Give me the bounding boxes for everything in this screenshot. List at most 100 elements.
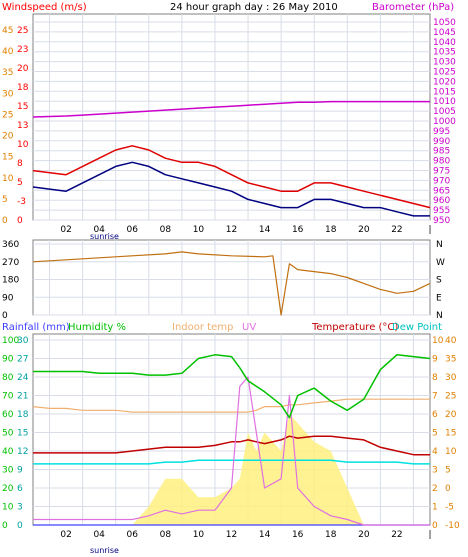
x-tick-label: 22: [391, 225, 402, 235]
uv-label: UV: [242, 322, 256, 333]
humidity-tick: 40: [2, 447, 14, 457]
barometer-tick: 1045: [433, 28, 456, 38]
direction-tick: 90: [2, 293, 14, 303]
humidity-tick: 100: [2, 336, 19, 346]
uv-tick: 2: [432, 484, 438, 494]
direction-tick: 0: [2, 311, 8, 321]
x-tick-label: 14: [259, 530, 271, 540]
x-tick-label: 12: [226, 530, 237, 540]
rain-tick: 27: [17, 355, 28, 365]
windspeed-line: [32, 161, 430, 217]
rain-tick: 30: [17, 336, 29, 346]
x-tick-label: 08: [160, 530, 172, 540]
barometer-label: Barometer (hPa): [372, 2, 454, 13]
wind-tick-inner: 5: [17, 178, 23, 188]
barometer-tick: 1030: [433, 58, 456, 68]
sunrise-label-bottom: sunrise: [90, 546, 119, 555]
humidity-label: Humidity %: [68, 322, 126, 333]
rain-tick: 12: [17, 447, 28, 457]
x-tick-label: 20: [358, 530, 370, 540]
wind-tick-inner: 13: [17, 121, 28, 131]
compass-tick: W: [436, 258, 445, 268]
windspeed-label: Windspeed (m/s): [2, 2, 87, 13]
barometer-line: [32, 100, 430, 118]
uv-tick: 3: [432, 466, 438, 476]
humidity-tick: 20: [2, 484, 14, 494]
temp-tick: 15: [445, 429, 456, 439]
x-tick-label: 12: [226, 225, 237, 235]
direction-tick: 180: [2, 276, 19, 286]
x-tick-label: 06: [127, 225, 139, 235]
rain-tick: 15: [17, 429, 28, 439]
x-tick-label: 14: [259, 225, 271, 235]
uv-tick: 8: [432, 373, 438, 383]
x-tick-label: |: [428, 530, 431, 540]
x-tick-label: 18: [325, 530, 337, 540]
humidity-tick: 60: [2, 410, 14, 420]
temp-tick: 40: [445, 336, 457, 346]
wind-tick-inner: 0: [17, 216, 23, 226]
wind-tick-inner: 15: [17, 102, 28, 112]
barometer-tick: 1000: [433, 117, 456, 127]
humidity-tick: 10: [2, 503, 14, 513]
temp-tick: 20: [445, 410, 457, 420]
temp-tick: 30: [445, 373, 457, 383]
compass-tick: S: [436, 276, 442, 286]
uv-tick: 4: [432, 447, 438, 457]
series-lines: [32, 100, 431, 526]
wind-tick-outer: 30: [2, 89, 14, 99]
uv-tick: 5: [432, 429, 438, 439]
wind-tick-inner: 23: [17, 45, 28, 55]
sunrise-label-top: sunrise: [90, 232, 119, 241]
wind-tick-inner: 25: [17, 26, 28, 36]
temp-tick: 10: [445, 447, 457, 457]
uv-tick: 1: [432, 503, 438, 513]
humidity-tick: 50: [2, 429, 14, 439]
x-tick-label: 02: [60, 225, 71, 235]
rain-tick: 3: [17, 503, 23, 513]
rain-tick: 9: [17, 466, 23, 476]
x-tick-label: 18: [325, 225, 337, 235]
uv-tick: 0: [432, 521, 438, 531]
dewpoint-line: [33, 459, 430, 465]
uv-tick: 6: [432, 410, 438, 420]
barometer-tick: 995: [433, 127, 450, 137]
rain-tick: 6: [17, 484, 23, 494]
wind-tick-outer: 25: [2, 110, 13, 120]
barometer-tick: 970: [433, 176, 450, 186]
gust-line: [32, 145, 431, 209]
rain-tick: 0: [17, 521, 23, 531]
x-tick-label: 04: [93, 530, 105, 540]
x-tick-label: 04: [93, 225, 105, 235]
x-tick-label: 10: [193, 225, 205, 235]
tick-labels: 02 04 06 08 10 12 14 16 18 20 22 |02 04 06 08 10 12 14 16 1…: [2, 18, 460, 540]
wind-tick-outer: 0: [2, 216, 8, 226]
barometer-tick: 1025: [433, 68, 456, 78]
barometer-tick: 1035: [433, 48, 456, 58]
dewpoint-label: Dew Point: [392, 322, 442, 333]
wind-tick-inner: 8: [17, 159, 23, 169]
wind-tick-inner: -3: [17, 197, 26, 207]
gridlines: [33, 14, 430, 526]
temperature-line: [33, 435, 430, 456]
rain-tick: 24: [17, 373, 29, 383]
uv-tick: 10: [432, 336, 444, 346]
panel-frames: [32, 13, 431, 526]
humidity-tick: 70: [2, 392, 14, 402]
x-tick-label: 02: [60, 530, 71, 540]
barometer-tick: 960: [433, 196, 450, 206]
barometer-tick: 1015: [433, 87, 456, 97]
humidity-line: [33, 354, 431, 419]
temp-tick: -5: [445, 503, 454, 513]
x-tick-label: 16: [292, 530, 304, 540]
panel-frame-1: [32, 13, 431, 221]
barometer-tick: 1050: [433, 18, 456, 28]
chart-title: 24 hour graph day : 26 May 2010: [170, 2, 338, 13]
barometer-tick: 1010: [433, 97, 456, 107]
wind-tick-outer: 35: [2, 68, 13, 78]
barometer-tick: 1020: [433, 77, 456, 87]
barometer-tick: 975: [433, 167, 450, 177]
x-tick-label: 20: [358, 225, 370, 235]
